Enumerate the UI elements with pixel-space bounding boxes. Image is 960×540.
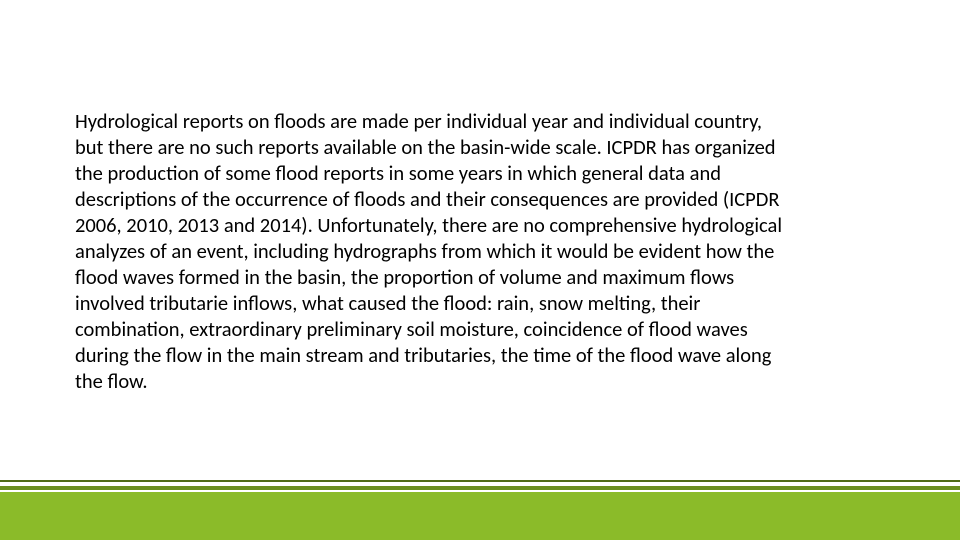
footer-accent-band	[0, 492, 960, 540]
slide: Hydrological reports on floods are made …	[0, 0, 960, 540]
body-paragraph: Hydrological reports on floods are made …	[75, 108, 795, 394]
